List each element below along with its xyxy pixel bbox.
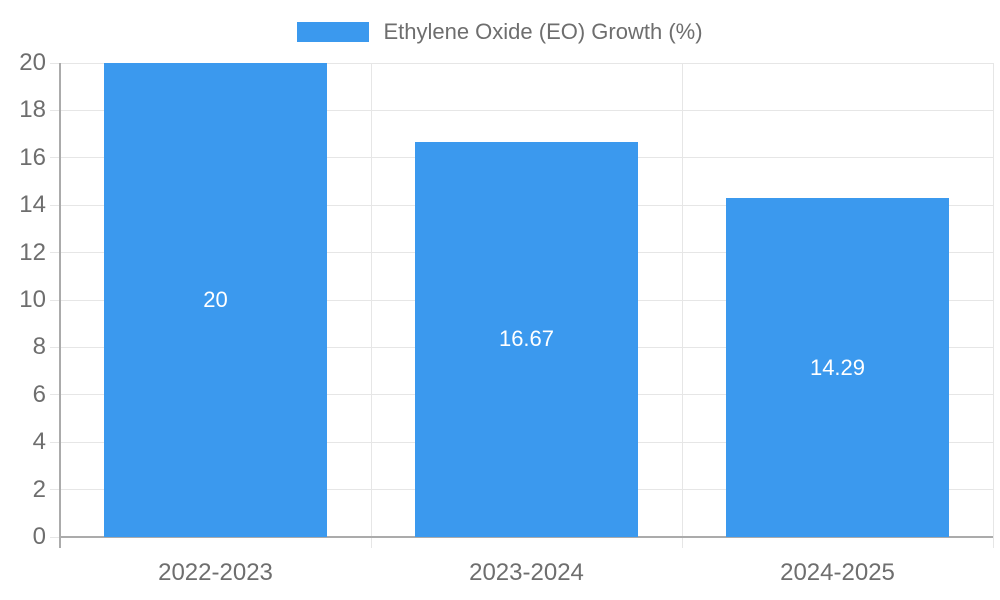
y-axis-tick (50, 346, 60, 348)
x-axis-tick (681, 537, 683, 548)
y-axis-tick (50, 157, 60, 159)
y-tick-label: 12 (19, 238, 46, 266)
y-tick-label: 8 (32, 333, 46, 361)
y-axis-tick (50, 441, 60, 443)
y-tick-label: 20 (19, 49, 46, 76)
y-axis-tick (50, 62, 60, 64)
legend-swatch (297, 22, 370, 42)
y-tick-label: 18 (19, 96, 46, 124)
x-tick-label: 2023-2024 (469, 559, 584, 586)
y-axis-line (59, 63, 61, 548)
legend-label: Ethylene Oxide (EO) Growth (%) (383, 19, 703, 44)
y-axis-tick (50, 299, 60, 301)
y-tick-label: 10 (19, 286, 46, 313)
y-axis-tick (50, 109, 60, 111)
category-boundary-gridline (681, 63, 683, 537)
y-tick-label: 16 (19, 143, 46, 171)
x-tick-label: 2024-2025 (780, 559, 895, 586)
y-axis-tick (50, 252, 60, 254)
bar[interactable]: 20 (103, 63, 328, 537)
y-axis-tick (50, 489, 60, 491)
y-tick-label: 6 (32, 380, 46, 408)
y-tick-label: 0 (32, 523, 46, 550)
bar-value-label: 20 (203, 287, 228, 312)
x-axis-tick (992, 537, 994, 548)
y-tick-label: 14 (19, 191, 46, 219)
y-axis-tick (50, 204, 60, 206)
y-axis-tick (50, 536, 60, 538)
bar-value-label: 16.67 (498, 326, 555, 352)
y-gridline (60, 62, 993, 64)
category-boundary-gridline (370, 63, 372, 537)
chart-legend[interactable]: Ethylene Oxide (EO) Growth (%) (0, 10, 1000, 54)
bar[interactable]: 16.67 (414, 141, 639, 537)
y-tick-label: 4 (32, 428, 46, 456)
category-boundary-gridline (992, 63, 994, 537)
y-gridline (60, 109, 993, 111)
bar[interactable]: 14.29 (725, 198, 950, 537)
x-tick-label: 2022-2023 (158, 559, 273, 586)
bar-value-label: 14.29 (809, 354, 866, 380)
x-axis-line (60, 536, 993, 538)
x-axis-tick (370, 537, 372, 548)
y-axis-tick (50, 394, 60, 396)
y-tick-label: 2 (32, 475, 46, 503)
